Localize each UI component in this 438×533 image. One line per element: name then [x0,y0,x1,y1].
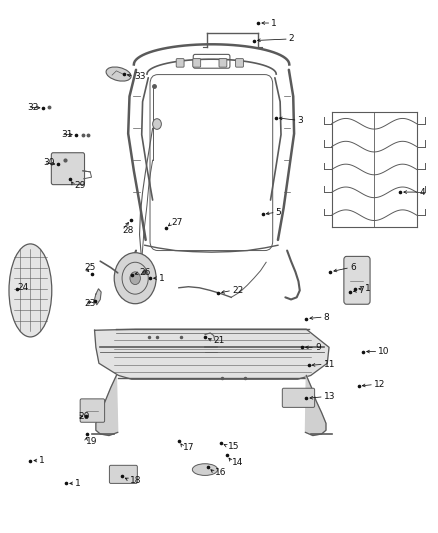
FancyBboxPatch shape [283,388,314,407]
Polygon shape [96,375,118,435]
FancyBboxPatch shape [236,59,244,67]
FancyBboxPatch shape [51,153,85,184]
Text: 5: 5 [276,208,282,217]
Text: 33: 33 [134,71,145,80]
Text: 1: 1 [39,456,45,465]
Text: 13: 13 [324,392,335,401]
Text: 27: 27 [172,219,183,228]
Text: 11: 11 [324,360,335,369]
Text: 12: 12 [374,380,385,389]
Circle shape [152,119,161,130]
Text: 19: 19 [86,438,97,447]
Ellipse shape [192,464,218,475]
Text: 6: 6 [350,263,356,272]
Text: 20: 20 [78,412,90,421]
Polygon shape [95,329,329,379]
Text: 16: 16 [215,469,226,477]
FancyBboxPatch shape [176,59,184,67]
Text: 3: 3 [297,116,304,125]
Circle shape [114,253,156,304]
Text: 7: 7 [359,286,364,295]
Text: 4: 4 [420,188,425,197]
Text: 14: 14 [232,458,244,466]
Text: 25: 25 [85,263,96,272]
FancyBboxPatch shape [80,399,105,422]
Polygon shape [305,375,326,435]
Text: 24: 24 [17,283,28,292]
Text: 29: 29 [74,181,85,190]
Text: 21: 21 [214,336,225,345]
Text: 31: 31 [61,130,72,139]
Polygon shape [95,289,101,305]
Text: 15: 15 [228,442,239,451]
FancyBboxPatch shape [219,59,227,67]
Text: 28: 28 [122,226,134,235]
FancyBboxPatch shape [344,256,370,304]
Ellipse shape [9,244,52,337]
Text: 2: 2 [289,35,294,44]
Text: 1: 1 [159,273,165,282]
Text: 10: 10 [378,347,390,356]
Text: 26: 26 [140,269,151,277]
Text: 32: 32 [28,102,39,111]
Text: 22: 22 [232,286,244,295]
Text: 30: 30 [43,158,55,167]
FancyBboxPatch shape [193,59,201,67]
Text: 1: 1 [75,479,81,488]
Text: 23: 23 [85,299,96,308]
Text: 1: 1 [365,284,371,293]
Text: 8: 8 [324,312,329,321]
Text: 17: 17 [183,443,195,452]
Text: 9: 9 [315,343,321,352]
FancyBboxPatch shape [110,465,138,483]
Circle shape [130,272,141,285]
Text: 1: 1 [272,19,277,28]
Ellipse shape [106,67,131,81]
Text: 18: 18 [130,476,141,484]
